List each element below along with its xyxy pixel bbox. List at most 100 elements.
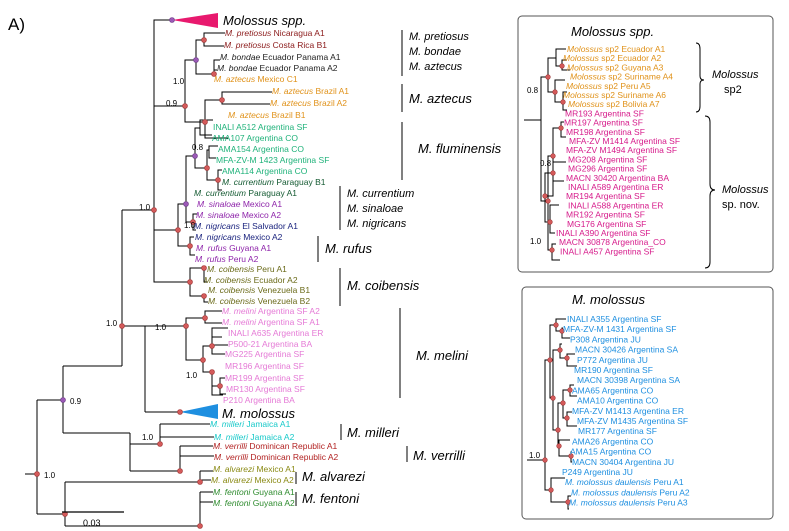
tip-label: AMA15 Argentina CO [570,447,652,457]
group-label: M. fluminensis [418,141,502,156]
tip-label: M. coibensis Peru A1 [207,264,287,274]
support-value: 1.0 [142,433,154,442]
tip-label: M. aztecus Mexico C1 [214,74,298,84]
group-label: Molossus [722,184,769,196]
group-label: M. pretiosus [409,31,469,43]
group-label: M. bondae [409,46,461,58]
tip-label: M. aztecus Brazil A2 [270,98,347,108]
tip-label: INALI A355 Argentina SF [567,314,662,324]
group-label: M. nigricans [347,218,407,230]
tip-label: M. verrilli Dominican Republic A2 [214,452,339,462]
panel-m-molossus-frame [521,286,774,520]
tip-label: MG208 Argentina SF [568,154,647,164]
node-dot [201,265,207,271]
tip-label: P210 Argentina BA [223,395,295,405]
panel-molossus-spp-frame [517,15,774,273]
support-value: 1.0 [155,323,167,332]
node-dot [183,201,189,207]
panel-molossus-nodes [542,322,574,505]
node-dot [560,99,566,105]
tip-label: M. milleri Jamaica A1 [210,419,291,429]
main-support-values: 1.0 0.9 0.8 1.0 1.0 1.0 1.0 1.0 0.9 1.0 … [44,77,204,480]
tip-label: M. aztecus Brazil A1 [272,86,349,96]
group-brackets: M. pretiosus M. bondae M. aztecus M. azt… [295,30,502,506]
tip-label: MG176 Argentina SF [567,219,646,229]
tip-label: MR193 Argentina SF [565,108,644,118]
tip-label: MR177 Argentina SF [578,426,657,436]
panel-molossus-spp-title: Molossus spp. [571,24,654,39]
tip-label: MFA-ZV M1494 Argentina SF [566,145,677,155]
tip-label: MFA-ZV-M 1431 Argentina SF [563,324,676,334]
group-label: sp2 [724,84,742,96]
node-dot [542,457,548,463]
node-dot [559,63,565,69]
group-label: M. sinaloae [347,203,403,215]
tip-label: P249 Argentina JU [562,467,633,477]
m-molossus-triangle [180,404,218,419]
node-dot [193,57,199,63]
tip-label: MG225 Argentina SF [225,349,304,359]
tip-label: MR192 Argentina SF [566,210,645,220]
tip-label: M. bondae Ecuador Panama A1 [220,52,341,62]
tip-label: M. fentoni Guyana A1 [213,487,295,497]
panel-label: A) [8,15,25,34]
tip-label: Molossus sp2 Guyana A3 [567,62,664,72]
tip-label: Molossus sp2 Suriname A4 [570,72,673,82]
node-dot [200,357,206,363]
tip-label: MR196 Argentina SF [225,361,304,371]
tip-label: Molossus sp2 Ecuador A1 [567,44,666,54]
node-dot [558,125,564,131]
tip-label: MG296 Argentina SF [568,164,647,174]
tip-label: MFA-ZV M1414 Argentina SF [569,136,680,146]
tip-label: M. verrilli Dominican Republic A1 [213,441,338,451]
tip-label: M. rufus Guyana A1 [196,243,271,253]
support-value: 0.8 [192,143,204,152]
tip-label: M. nigricans El Salvador A1 [194,221,298,231]
support-value: 1.0 [529,451,541,460]
tip-label: MR198 Argentina SF [566,127,645,137]
scale-bar-label: 0.03 [83,518,101,528]
node-dot [187,243,193,249]
group-label: M. aztecus [409,91,472,106]
tip-label: MACN 30878 Argentina_CO [559,237,666,247]
tip-label: M. coibensis Venezuela B1 [208,285,310,295]
node-dot [177,468,183,474]
node-dot [550,170,556,176]
tip-label: MACN 30426 Argentina SA [575,345,678,355]
node-dot [547,219,553,225]
node-dot [157,441,163,447]
tip-label: P308 Argentina JU [570,334,641,344]
tip-label: M. aztecus Brazil B1 [228,110,306,120]
tip-label: AMA107 Argentina CO [212,133,298,143]
tip-label: M. alvarezi Mexico A2 [211,475,294,485]
node-dot [177,409,183,415]
tip-label: MR130 Argentina SF [226,384,305,394]
node-dot [201,293,207,299]
node-dot [548,487,554,493]
node-dot [553,322,559,328]
group-label: M. currentium [347,188,414,200]
node-dot [215,177,221,183]
tip-label: M. bondae Ecuador Panama A2 [217,63,338,73]
node-dot [151,207,157,213]
tip-label: Molossus sp2 Suriname A6 [563,90,666,100]
node-dot [202,119,208,125]
tip-label: AMA10 Argentina CO [577,396,659,406]
tip-label: M. sinaloae Mexico A1 [197,199,282,209]
tip-label: M. melini Argentina SF A2 [222,306,320,316]
node-dot [175,227,181,233]
tip-label: MACN 30404 Argentina JU [572,457,674,467]
node-dot [560,400,566,406]
node-dot [197,523,203,529]
support-value: 1.0 [44,471,56,480]
tip-label: MACN 30420 Argentina BA [566,173,669,183]
tip-label: M. fentoni Guyana A2 [213,498,295,508]
tip-label: M. currentium Paraguay A1 [194,188,297,198]
panel-spp-groups: Molossus sp2 Molossus sp. nov. [695,42,769,269]
node-dot [119,323,125,329]
tip-label: AMA154 Argentina CO [218,144,304,154]
group-label: M. alvarezi [302,469,366,484]
node-dot [568,453,574,459]
